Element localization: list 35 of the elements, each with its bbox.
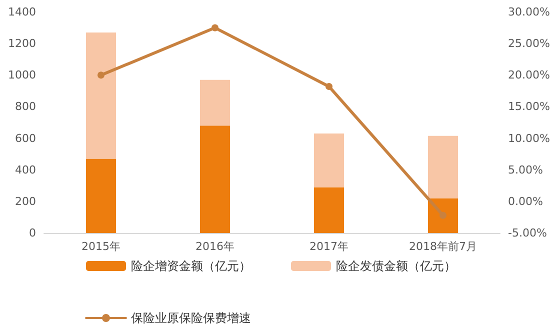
x-tick-label: 2018年前7月: [409, 240, 477, 253]
y-tick-label: 600: [15, 132, 36, 145]
point: [212, 24, 218, 32]
y2-tick-label: 5.00%: [508, 163, 543, 176]
y2-tick-label: 25.00%: [508, 37, 550, 50]
x-tick-label: 2017年: [310, 240, 348, 253]
y2-tick-label: -5.00%: [508, 226, 547, 240]
bar: [200, 126, 230, 233]
legend-label: 险企增资金额（亿元）: [131, 259, 251, 273]
y-tick-label: 800: [15, 100, 36, 114]
x-tick-label: 2016年: [196, 240, 234, 253]
point: [98, 72, 104, 79]
bar: [428, 136, 458, 198]
y-tick-label: 0: [29, 226, 36, 240]
y-tick-label: 1200: [8, 37, 36, 50]
y2-tick-label: 10.00%: [508, 132, 550, 145]
legend-label: 险企发债金额（亿元）: [336, 259, 456, 273]
x-tick-label: 2015年: [82, 240, 120, 253]
bar: [428, 198, 458, 233]
bar: [314, 187, 344, 233]
y-tick-label: 200: [15, 194, 36, 208]
point: [440, 212, 446, 219]
y2-tick-label: 15.00%: [508, 100, 550, 114]
y-tick-label: 400: [15, 163, 36, 176]
bar: [314, 134, 344, 188]
point: [326, 83, 332, 90]
y-tick-label: 1000: [8, 68, 36, 82]
bar: [86, 158, 116, 233]
bar: [200, 80, 230, 126]
y-tick-label: 1400: [8, 6, 36, 18]
legend-label: 保险业原保险保费增速: [131, 311, 251, 325]
y2-tick-label: 20.00%: [508, 68, 550, 82]
y2-tick-label: 0.00%: [508, 194, 543, 208]
bar: [86, 32, 116, 159]
y2-tick-label: 30.00%: [508, 6, 550, 18]
